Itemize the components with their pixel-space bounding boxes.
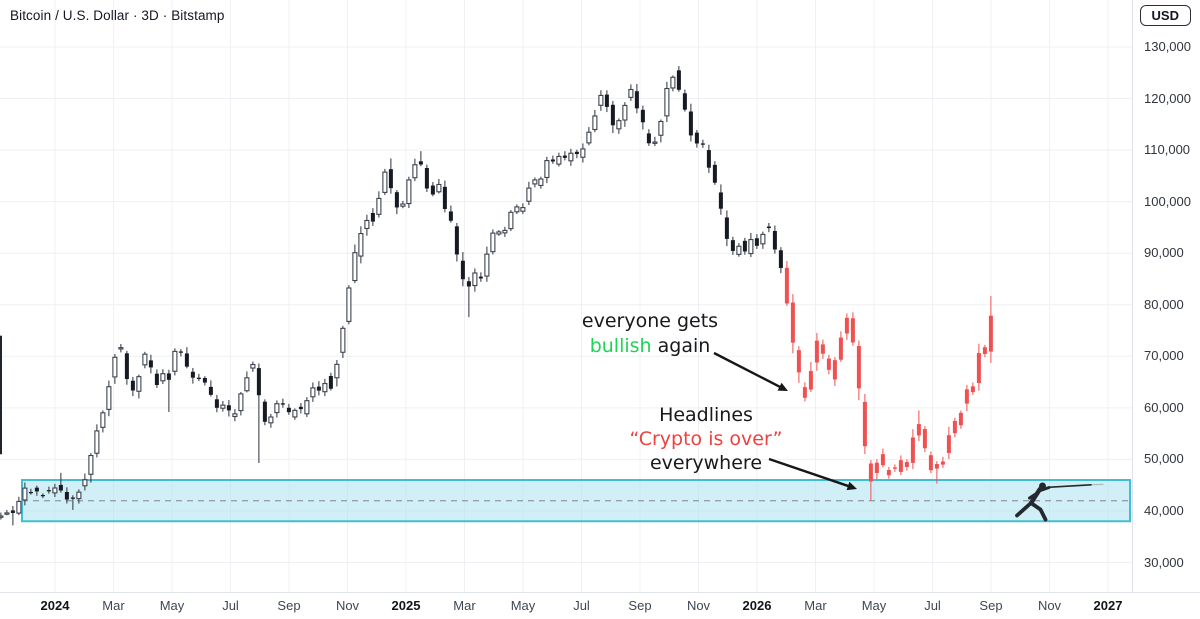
price-axis-tick: 70,000 bbox=[1144, 348, 1184, 364]
annotation-bullish[interactable]: everyone gets bullish again bbox=[553, 309, 747, 359]
zone-layer bbox=[0, 335, 1131, 523]
time-axis-tick: Sep bbox=[277, 598, 301, 613]
time-axis-tick: May bbox=[159, 598, 185, 613]
again-word: again bbox=[651, 335, 711, 357]
time-axis-tick: Jul bbox=[573, 598, 590, 613]
price-axis-tick: 80,000 bbox=[1144, 296, 1184, 312]
price-axis-tick: 120,000 bbox=[1144, 90, 1191, 106]
annotation-headlines-line3: everywhere bbox=[649, 452, 763, 474]
symbol-title[interactable]: Bitcoin / U.S. Dollar · 3D · Bitstamp bbox=[10, 8, 225, 23]
price-axis-tick: 30,000 bbox=[1144, 554, 1184, 570]
currency-badge[interactable]: USD bbox=[1139, 5, 1191, 26]
price-axis-tick: 100,000 bbox=[1144, 193, 1191, 209]
price-axis-tick: 60,000 bbox=[1144, 399, 1184, 415]
crypto-over-line: “Crypto is over” bbox=[629, 428, 783, 450]
time-axis-tick: Jul bbox=[924, 598, 941, 613]
time-axis-tick: Jul bbox=[222, 598, 239, 613]
price-axis-tick: 40,000 bbox=[1144, 502, 1184, 518]
time-axis-tick: 2024 bbox=[40, 598, 70, 613]
bullish-word: bullish bbox=[589, 335, 652, 357]
fencer-icon[interactable] bbox=[1015, 482, 1104, 522]
time-axis-tick: Mar bbox=[804, 598, 827, 613]
candles-layer bbox=[0, 66, 993, 526]
annotation-bullish-line2: bullish again bbox=[553, 334, 747, 359]
time-axis-tick: Sep bbox=[628, 598, 652, 613]
time-axis-tick: 2025 bbox=[391, 598, 421, 613]
time-axis-tick: Sep bbox=[979, 598, 1003, 613]
price-axis-tick: 110,000 bbox=[1144, 142, 1191, 158]
price-axis-tick: 90,000 bbox=[1144, 245, 1184, 261]
time-axis-tick: Nov bbox=[686, 598, 711, 613]
headlines-arrow[interactable] bbox=[768, 457, 857, 491]
time-axis-tick: Nov bbox=[1037, 598, 1062, 613]
annotation-headlines[interactable]: Headlines “Crypto is over” everywhere bbox=[612, 403, 800, 475]
bullish-arrow[interactable] bbox=[713, 351, 788, 391]
time-axis-tick: 2027 bbox=[1093, 598, 1123, 613]
time-axis[interactable]: 2024 Mar May Jul Sep Nov 2025 Mar May Jul Sep Nov 20… bbox=[0, 592, 1200, 619]
price-axis[interactable]: 130,000 120,000 110,000 100,000 90,000 80,000… bbox=[1132, 0, 1200, 592]
price-axis-tick: 50,000 bbox=[1144, 451, 1184, 467]
time-axis-tick: Mar bbox=[102, 598, 125, 613]
time-axis-tick: 2026 bbox=[742, 598, 772, 613]
time-axis-tick: May bbox=[510, 598, 536, 613]
price-axis-tick: 130,000 bbox=[1144, 39, 1191, 54]
time-axis-tick: May bbox=[861, 598, 887, 613]
time-axis-tick: Mar bbox=[453, 598, 476, 613]
annotation-bullish-line1: everyone gets bbox=[581, 310, 719, 332]
time-axis-tick: Nov bbox=[335, 598, 360, 613]
annotation-headlines-line1: Headlines bbox=[659, 404, 753, 426]
